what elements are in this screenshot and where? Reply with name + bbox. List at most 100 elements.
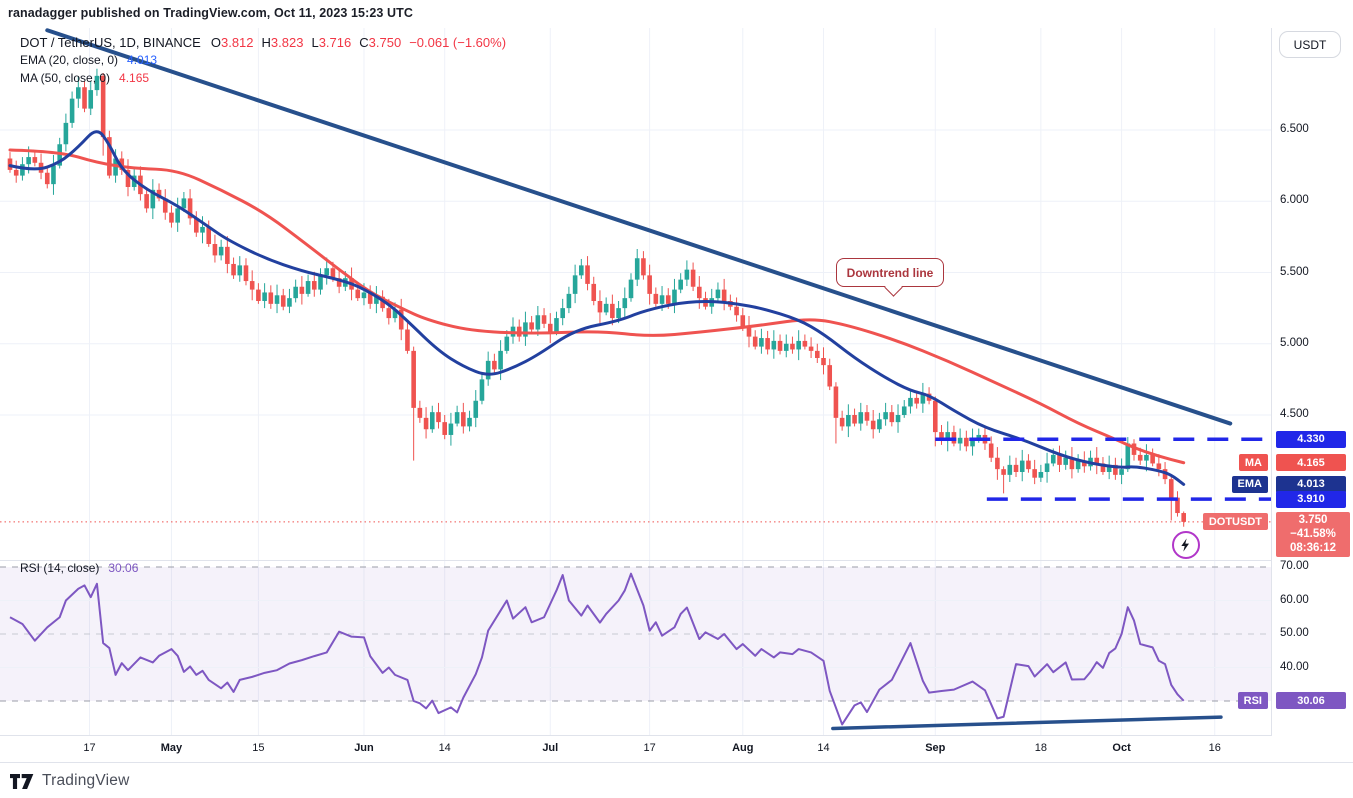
candle-body bbox=[672, 289, 677, 304]
candle-body bbox=[547, 323, 553, 333]
candle-body bbox=[877, 419, 882, 430]
price-scale[interactable]: USDT 4.330 4.165 4.013 3.910 3.750 −41.5… bbox=[1272, 28, 1353, 762]
price-tick-label: 6.500 bbox=[1280, 123, 1309, 135]
candle-body bbox=[181, 198, 187, 209]
candle-body bbox=[647, 275, 652, 294]
price-tick-label: 4.500 bbox=[1280, 408, 1309, 420]
candle-body bbox=[429, 412, 435, 430]
time-tick-label: Aug bbox=[732, 742, 754, 754]
time-tick-label: Sep bbox=[925, 742, 946, 754]
candle-body bbox=[206, 226, 212, 244]
rsi-support-trendline[interactable] bbox=[831, 715, 1223, 731]
attribution-text: ranadagger published on TradingView.com,… bbox=[8, 6, 414, 20]
candle-body bbox=[1150, 454, 1155, 464]
candle-body bbox=[32, 157, 38, 163]
candle-body bbox=[1032, 469, 1037, 478]
time-tick-label: 15 bbox=[252, 742, 265, 754]
candle-body bbox=[529, 322, 534, 330]
rsi-line[interactable] bbox=[9, 572, 1185, 726]
candle-body bbox=[554, 318, 559, 333]
rsi-legend-label[interactable]: RSI (14, close) bbox=[20, 561, 100, 575]
last-price-badge: 3.750 −41.58% 08:36:12 bbox=[1276, 511, 1350, 557]
ma-value-badge: 4.165 bbox=[1276, 454, 1346, 472]
candle-body bbox=[504, 336, 510, 351]
candle-body bbox=[1181, 513, 1186, 522]
candle-body bbox=[119, 158, 125, 170]
candle-body bbox=[1131, 443, 1137, 455]
price-tick-label: 5.500 bbox=[1280, 265, 1309, 278]
candle-body bbox=[1175, 497, 1180, 514]
candle-body bbox=[156, 189, 162, 199]
candle-body bbox=[88, 90, 94, 109]
candle-body bbox=[995, 457, 1000, 470]
lightning-marker[interactable] bbox=[1172, 531, 1200, 559]
candle-body bbox=[1100, 463, 1106, 472]
candle-body bbox=[392, 309, 398, 319]
candle-body bbox=[920, 393, 926, 404]
tradingview-footer-link[interactable]: TradingView bbox=[10, 769, 130, 793]
candle-body bbox=[262, 292, 267, 301]
candle-body bbox=[461, 412, 466, 427]
support-level-badge: 3.910 bbox=[1276, 490, 1346, 508]
candle-body bbox=[492, 360, 497, 370]
candle-body bbox=[970, 439, 975, 447]
candle-body bbox=[1038, 472, 1044, 478]
rsi-pane[interactable] bbox=[0, 560, 1271, 735]
candle-body bbox=[622, 298, 628, 309]
downtrend-trendline[interactable] bbox=[45, 28, 1233, 426]
candle-body bbox=[479, 379, 485, 401]
time-scale[interactable]: 17 May 15 Jun 14 Jul 17 Aug 14 Sep 18 Oct 16 bbox=[0, 736, 1353, 762]
candle-body bbox=[535, 315, 541, 330]
downtrend-callout-label: Downtrend line bbox=[846, 265, 934, 280]
candle-body bbox=[212, 244, 218, 256]
time-tick-label: 17 bbox=[643, 742, 656, 754]
candle-body bbox=[100, 75, 106, 138]
candle-body bbox=[1069, 457, 1075, 470]
symbol-title[interactable]: DOT / TetherUS, 1D, BINANCE bbox=[20, 34, 201, 50]
candle-body bbox=[417, 407, 423, 418]
candle-body bbox=[523, 322, 528, 337]
candle-body bbox=[268, 292, 274, 304]
candle-body bbox=[678, 279, 683, 290]
candle-body bbox=[1050, 454, 1056, 464]
candle-body bbox=[777, 340, 783, 351]
candle-body bbox=[63, 122, 69, 145]
candle-body bbox=[541, 315, 547, 324]
price-axis-border bbox=[1271, 28, 1272, 762]
candle-body bbox=[1119, 469, 1124, 475]
time-tick-label: May bbox=[160, 742, 183, 754]
candle-body bbox=[572, 275, 578, 294]
currency-toggle-button[interactable]: USDT bbox=[1279, 31, 1341, 58]
candle-body bbox=[194, 218, 199, 233]
last-price-change: −41.58% bbox=[1290, 528, 1336, 541]
candle-body bbox=[790, 343, 795, 350]
candle-body bbox=[1125, 443, 1131, 470]
ma-legend-label[interactable]: MA (50, close, 0) bbox=[20, 71, 111, 85]
downtrend-line-callout[interactable]: Downtrend line bbox=[836, 258, 944, 287]
candle-body bbox=[169, 212, 174, 223]
candle-body bbox=[653, 293, 659, 304]
rsi-tick-label: 60.00 bbox=[1280, 593, 1309, 606]
candle-body bbox=[243, 265, 249, 282]
candle-body bbox=[498, 350, 503, 370]
candle-body bbox=[336, 278, 342, 287]
symbol-name-badge: DOTUSDT bbox=[1202, 513, 1268, 531]
candle-body bbox=[94, 75, 100, 91]
pane-separator[interactable] bbox=[0, 560, 1271, 561]
ema20-line[interactable] bbox=[8, 130, 1186, 486]
candle-body bbox=[361, 292, 367, 299]
ema-legend-label[interactable]: EMA (20, close, 0) bbox=[20, 53, 119, 67]
chart-legend: DOT / TetherUS, 1D, BINANCE O3.812 H3.82… bbox=[20, 33, 506, 87]
candle-body bbox=[740, 315, 746, 327]
candle-body bbox=[13, 169, 19, 176]
ma50-line[interactable] bbox=[8, 148, 1186, 465]
time-tick-label: Jun bbox=[354, 742, 374, 754]
candle-body bbox=[125, 169, 131, 187]
candle-body bbox=[585, 265, 590, 284]
time-tick-label: 14 bbox=[817, 742, 830, 754]
candle-body bbox=[1156, 463, 1162, 470]
candle-body bbox=[411, 350, 416, 408]
main-price-pane[interactable] bbox=[0, 28, 1271, 560]
time-tick-label: Oct bbox=[1112, 742, 1131, 754]
candle-body bbox=[846, 415, 851, 427]
